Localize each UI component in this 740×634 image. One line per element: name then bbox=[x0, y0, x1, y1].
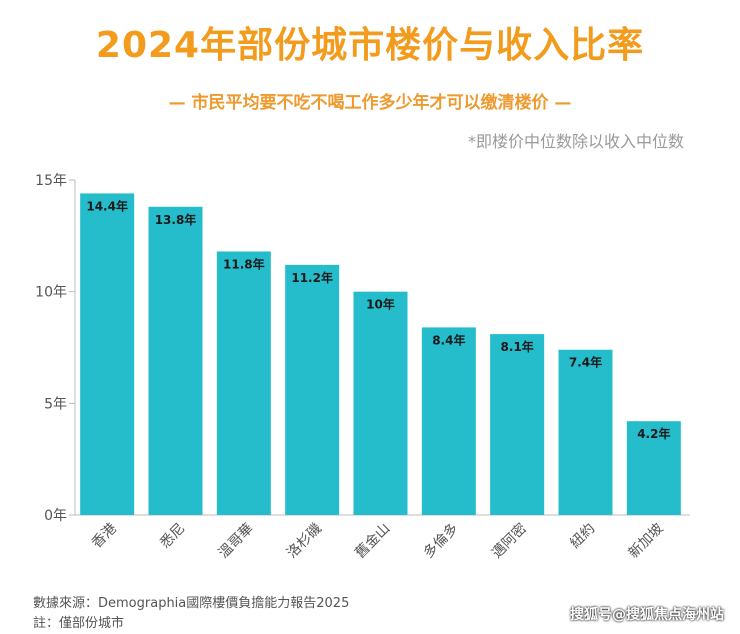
x-tick-label: 香港 bbox=[89, 521, 120, 552]
x-tick-label: 新加坡 bbox=[626, 521, 667, 562]
bar bbox=[80, 193, 135, 515]
bar-value-label: 8.4年 bbox=[432, 332, 465, 347]
bar bbox=[421, 327, 476, 515]
bar bbox=[490, 334, 545, 515]
bar bbox=[216, 251, 271, 515]
chart-subtitle: — 市民平均要不吃不喝工作多少年才可以缴清楼价 — bbox=[168, 93, 572, 113]
bar-value-label: 11.2年 bbox=[291, 270, 333, 285]
bar bbox=[626, 421, 681, 515]
x-tick-label: 邁阿密 bbox=[488, 520, 530, 562]
y-tick-label: 10年 bbox=[35, 285, 67, 301]
footnote: 註：僅部份城市 bbox=[33, 616, 125, 631]
bar-value-label: 8.1年 bbox=[501, 339, 534, 354]
bar bbox=[558, 349, 613, 515]
bar bbox=[148, 206, 203, 516]
watermark: 搜狐号@搜狐焦点海州站 bbox=[570, 607, 724, 623]
bar-value-label: 10年 bbox=[366, 297, 395, 312]
chart-title: 2024年部份城市楼价与收入比率 bbox=[95, 25, 645, 66]
data-source: 數據來源：Demographia國際樓價負擔能力報告2025 bbox=[33, 596, 350, 611]
bar-value-label: 14.4年 bbox=[86, 198, 128, 213]
bar bbox=[285, 264, 340, 515]
bar-value-label: 13.8年 bbox=[155, 212, 197, 227]
x-tick-label: 悉尼 bbox=[157, 521, 188, 552]
x-tick-label: 溫哥華 bbox=[216, 521, 257, 562]
bar bbox=[353, 291, 408, 515]
bar-value-label: 11.8年 bbox=[223, 256, 265, 271]
x-tick-label: 舊金山 bbox=[352, 521, 393, 562]
x-tick-label: 洛杉磯 bbox=[284, 521, 325, 562]
x-tick-label: 紐約 bbox=[567, 521, 598, 552]
x-tick-label: 多倫多 bbox=[420, 520, 462, 562]
y-tick-label: 15年 bbox=[35, 173, 67, 189]
y-tick-label: 0年 bbox=[44, 508, 67, 524]
chart-note: *即楼价中位数除以收入中位数 bbox=[467, 132, 684, 151]
bar-value-label: 7.4年 bbox=[569, 355, 602, 370]
y-tick-label: 5年 bbox=[44, 396, 67, 412]
bar-value-label: 4.2年 bbox=[637, 426, 670, 441]
